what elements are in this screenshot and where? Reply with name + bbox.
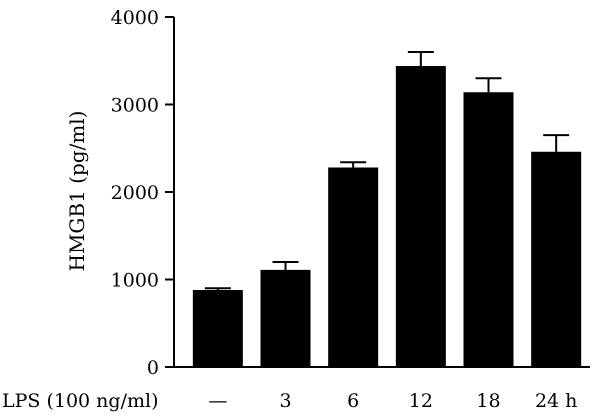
bar bbox=[395, 66, 446, 367]
y-ticks: 0 1000 2000 3000 4000 bbox=[111, 7, 174, 379]
error-bar bbox=[475, 77, 502, 93]
error-bar bbox=[204, 287, 231, 290]
y-tick-label: 0 bbox=[147, 357, 159, 379]
x-tick-label: 3 bbox=[279, 390, 291, 412]
y-axis-title: HMGB1 (pg/ml) bbox=[65, 111, 89, 272]
bar bbox=[328, 167, 379, 367]
x-tick-label: 12 bbox=[409, 390, 433, 412]
bars bbox=[192, 66, 582, 367]
x-tick-label: 6 bbox=[347, 390, 359, 412]
y-axis: 0 1000 2000 3000 4000 bbox=[111, 7, 175, 379]
error-bar bbox=[272, 261, 299, 270]
error-bar bbox=[543, 134, 570, 152]
bar bbox=[531, 151, 582, 367]
bar bbox=[260, 269, 311, 367]
x-tick-label: 24 h bbox=[535, 390, 577, 412]
error-bars bbox=[204, 51, 570, 290]
y-tick-label: 4000 bbox=[111, 7, 159, 29]
x-row-label: LPS (100 ng/ml) bbox=[2, 390, 158, 412]
y-tick-label: 1000 bbox=[111, 270, 159, 292]
bar bbox=[192, 290, 243, 367]
x-tick-label: 18 bbox=[476, 390, 500, 412]
error-bar bbox=[340, 161, 367, 168]
error-bar bbox=[407, 51, 434, 66]
y-tick-label: 3000 bbox=[111, 95, 159, 117]
x-tick-label: — bbox=[208, 390, 227, 412]
category-labels: — 3 6 12 18 24 h bbox=[208, 390, 577, 412]
bar bbox=[463, 92, 514, 367]
y-tick-label: 2000 bbox=[111, 182, 159, 204]
